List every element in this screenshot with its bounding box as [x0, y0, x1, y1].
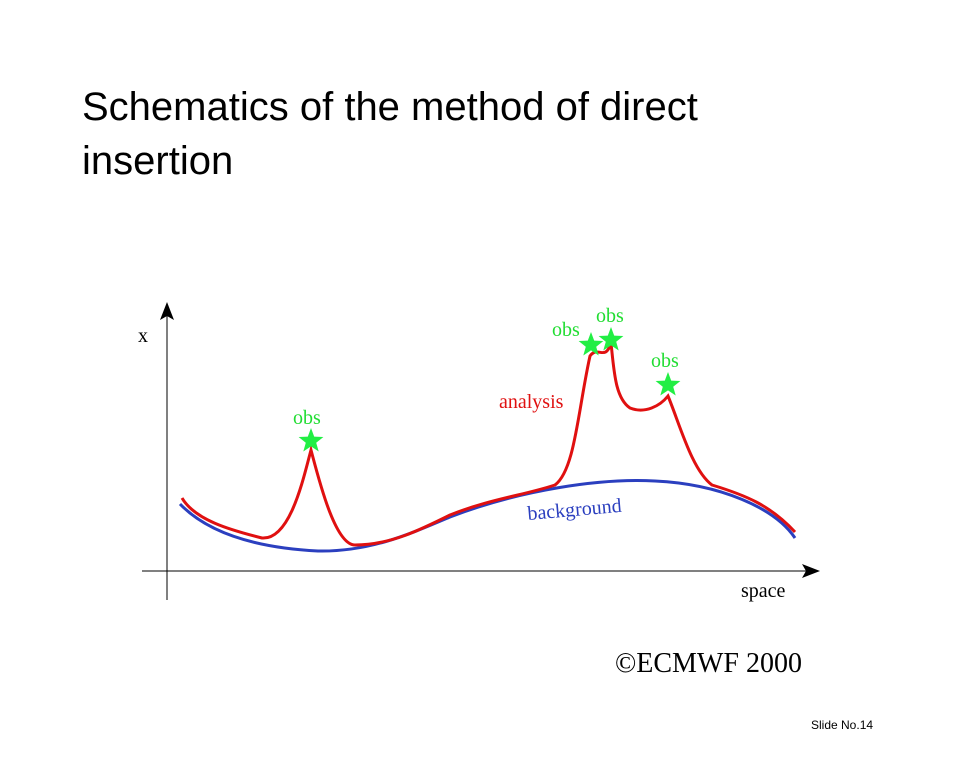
obs-label: obs — [651, 350, 679, 372]
slide-number: Slide No.14 — [811, 718, 874, 732]
obs-star-icon — [578, 332, 604, 356]
y-axis-label: x — [138, 325, 148, 347]
y-axis-arrow — [160, 302, 174, 320]
slide-title: Schematics of the method of direct inser… — [82, 85, 698, 183]
obs-star-icon — [655, 372, 681, 396]
obs-star-icon — [298, 428, 324, 452]
analysis-label: analysis — [499, 391, 564, 413]
obs-label: obs — [293, 407, 321, 429]
x-axis-arrow — [802, 564, 820, 578]
obs-star-icon — [598, 327, 624, 351]
obs-label: obs — [552, 319, 580, 341]
analysis-curve — [180, 342, 797, 547]
background-curve — [178, 479, 797, 553]
x-axis-label: space — [741, 580, 786, 602]
background-label: background — [527, 495, 623, 525]
copyright-text: ©ECMWF 2000 — [615, 648, 802, 679]
obs-label: obs — [596, 305, 624, 327]
